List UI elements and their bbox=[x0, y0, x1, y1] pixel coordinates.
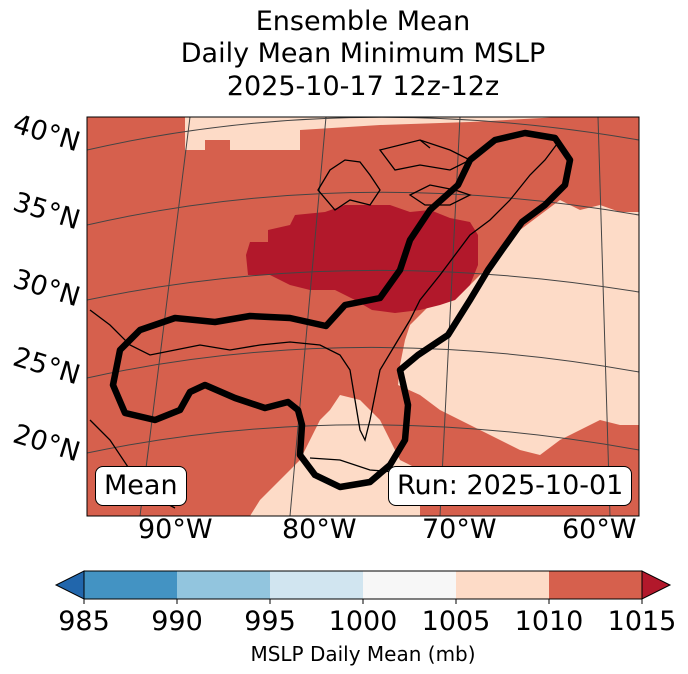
storm-track-contour bbox=[109, 129, 574, 491]
lon-label-70w: 70°W bbox=[422, 514, 497, 545]
map-panel bbox=[86, 116, 640, 517]
title-line-1: Ensemble Mean bbox=[255, 6, 471, 37]
colorbar-bin-1010-1015 bbox=[549, 571, 642, 599]
colorbar-bin-985-990 bbox=[84, 571, 177, 599]
lon-label-60w: 60°W bbox=[562, 514, 637, 545]
colorbar-label: MSLP Daily Mean (mb) bbox=[250, 642, 476, 666]
colorbar-bin-990-995 bbox=[177, 571, 270, 599]
title-line-3: 2025-10-17 12z-12z bbox=[226, 71, 500, 102]
lon-label-80w: 80°W bbox=[282, 514, 357, 545]
colorbar-tick-985: 985 bbox=[58, 606, 110, 637]
mean-label-box: Mean bbox=[95, 466, 187, 506]
title-line-2: Daily Mean Minimum MSLP bbox=[180, 38, 546, 69]
colorbar-bin-1000-1005 bbox=[363, 571, 456, 599]
colorbar-tick-1005: 1005 bbox=[421, 606, 491, 637]
colorbar-tick-1010: 1010 bbox=[514, 606, 584, 637]
colorbar-bin-995-1000 bbox=[270, 571, 363, 599]
run-label-box: Run: 2025-10-01 bbox=[388, 466, 633, 506]
graticule bbox=[87, 117, 639, 516]
colorbar-tick-995: 995 bbox=[244, 606, 296, 637]
colorbar bbox=[54, 570, 672, 604]
lon-label-90w: 90°W bbox=[138, 514, 213, 545]
colorbar-extend-high bbox=[641, 570, 672, 600]
colorbar-tick-1015: 1015 bbox=[607, 606, 677, 637]
colorbar-bin-1005-1010 bbox=[456, 571, 549, 599]
colorbar-tick-990: 990 bbox=[151, 606, 203, 637]
map-frame bbox=[86, 116, 640, 517]
colorbar-extend-low bbox=[54, 570, 85, 600]
field-1015-plus bbox=[246, 205, 478, 313]
field-1010-1015 bbox=[87, 117, 639, 516]
colorbar-tick-1000: 1000 bbox=[328, 606, 398, 637]
